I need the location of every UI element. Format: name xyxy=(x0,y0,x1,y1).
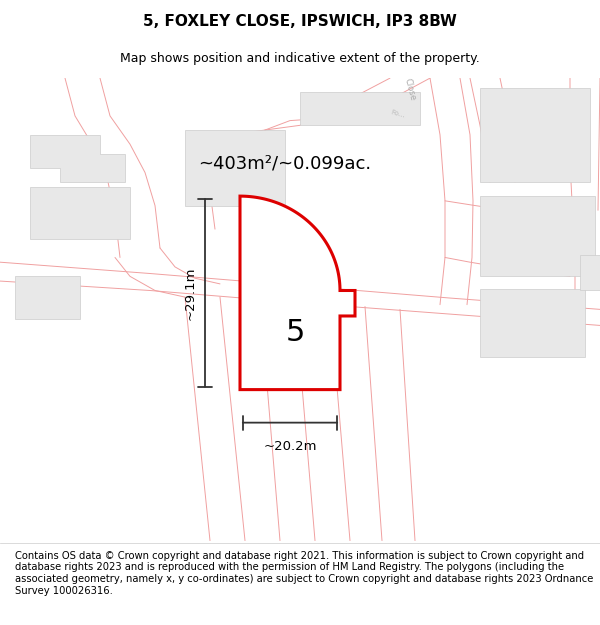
Polygon shape xyxy=(30,135,125,182)
Text: Fo...: Fo... xyxy=(390,109,406,119)
Bar xyxy=(15,276,80,319)
Bar xyxy=(480,88,590,182)
Text: Map shows position and indicative extent of the property.: Map shows position and indicative extent… xyxy=(120,52,480,65)
Bar xyxy=(185,130,285,206)
Text: ~403m²/~0.099ac.: ~403m²/~0.099ac. xyxy=(199,154,371,172)
Text: ~29.1m: ~29.1m xyxy=(184,266,197,319)
Text: Close: Close xyxy=(403,77,418,102)
Text: 5, FOXLEY CLOSE, IPSWICH, IP3 8BW: 5, FOXLEY CLOSE, IPSWICH, IP3 8BW xyxy=(143,14,457,29)
Bar xyxy=(480,289,585,357)
Text: Contains OS data © Crown copyright and database right 2021. This information is : Contains OS data © Crown copyright and d… xyxy=(15,551,593,596)
Bar xyxy=(30,187,130,239)
Bar xyxy=(480,196,595,276)
Polygon shape xyxy=(240,196,355,389)
Bar xyxy=(580,254,600,291)
Text: 5: 5 xyxy=(286,319,305,348)
Text: ~20.2m: ~20.2m xyxy=(263,439,317,452)
Polygon shape xyxy=(300,92,420,126)
